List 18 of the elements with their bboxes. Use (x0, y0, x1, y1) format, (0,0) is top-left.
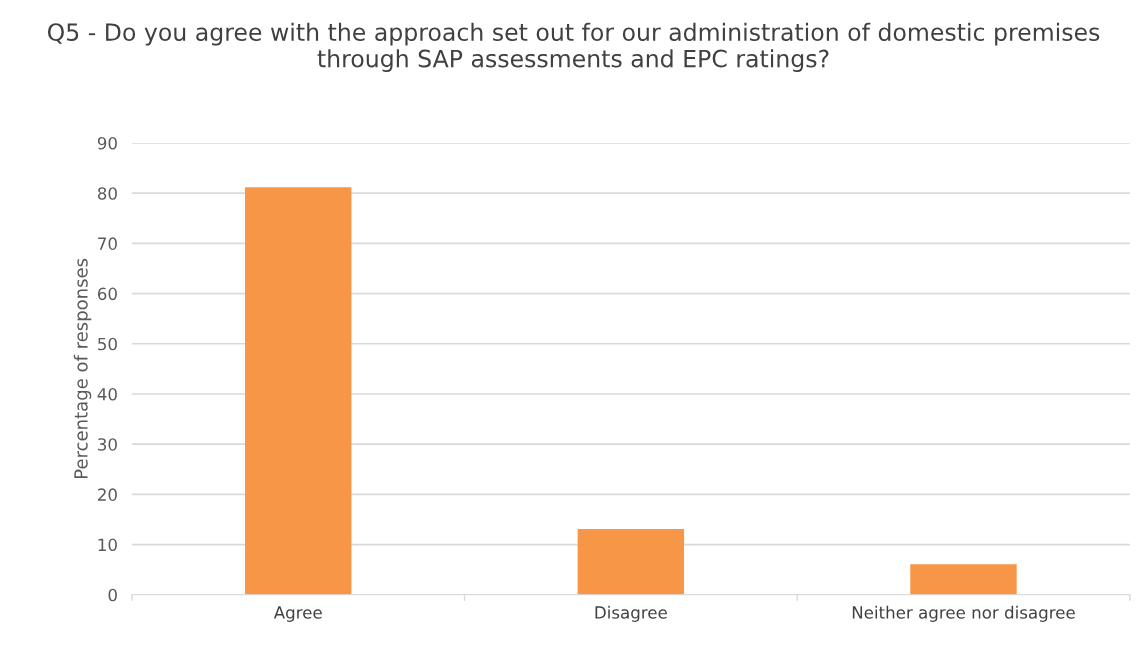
y-tick-label: 0 (108, 588, 117, 602)
y-tick-label: 90 (97, 136, 117, 150)
y-tick-label: 20 (98, 488, 117, 501)
y-tick-label: 60 (97, 287, 117, 301)
x-tick-label: Disagree (595, 605, 667, 622)
y-tick-label: 50 (98, 337, 117, 351)
y-tick-label: 70 (98, 237, 117, 250)
y-tick-label: 40 (97, 387, 117, 401)
bar (910, 564, 1017, 595)
y-tick-label: 30 (98, 438, 117, 451)
chart-title: Q5 - Do you agree with the approach set out for our administration of domestic premises through SAP assessments and EPC ratings? (47, 22, 1100, 73)
x-tick-label: Agree (273, 606, 322, 622)
x-tick-label: Neither agree nor disagree (852, 605, 1075, 622)
bar (245, 187, 352, 595)
bar (577, 529, 685, 595)
y-tick-label: 80 (97, 187, 117, 200)
y-axis-title: Percentage of responses (73, 258, 92, 479)
y-tick-label: 10 (98, 538, 117, 552)
